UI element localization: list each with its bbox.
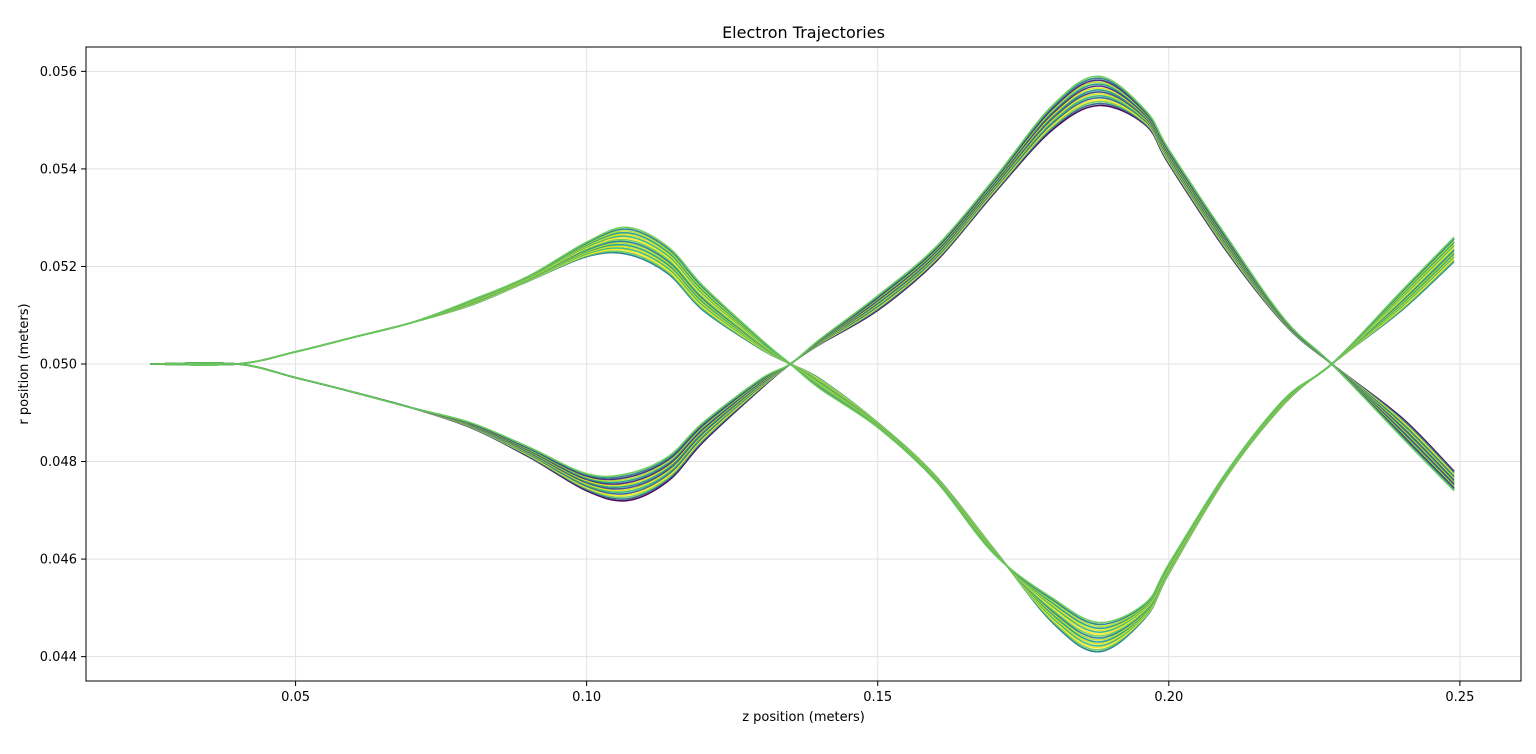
x-tick-label: 0.20: [1154, 690, 1183, 705]
y-axis-label: r position (meters): [17, 303, 32, 424]
y-tick-label: 0.046: [40, 553, 77, 568]
x-tick-label: 0.05: [281, 690, 310, 705]
chart-title: Electron Trajectories: [722, 23, 885, 42]
y-tick-label: 0.044: [40, 650, 77, 665]
x-tick-label: 0.10: [572, 690, 601, 705]
trajectory-line: [149, 75, 1455, 492]
trajectory-line: [149, 226, 1455, 624]
y-tick-label: 0.056: [40, 65, 77, 80]
y-tick-label: 0.054: [40, 162, 77, 177]
trajectory-lines: [149, 75, 1455, 653]
y-axis-ticks: 0.044 0.046 0.048 0.050 0.052 0.054 0.056: [40, 65, 86, 665]
grid-lines: [86, 47, 1521, 681]
x-axis-label: z position (meters): [742, 710, 865, 725]
x-tick-label: 0.15: [863, 690, 892, 705]
x-axis-ticks: 0.05 0.10 0.15 0.20 0.25: [281, 681, 1474, 705]
y-tick-label: 0.048: [40, 455, 77, 470]
x-tick-label: 0.25: [1445, 690, 1474, 705]
y-tick-label: 0.050: [40, 358, 77, 373]
y-tick-label: 0.052: [40, 260, 77, 275]
